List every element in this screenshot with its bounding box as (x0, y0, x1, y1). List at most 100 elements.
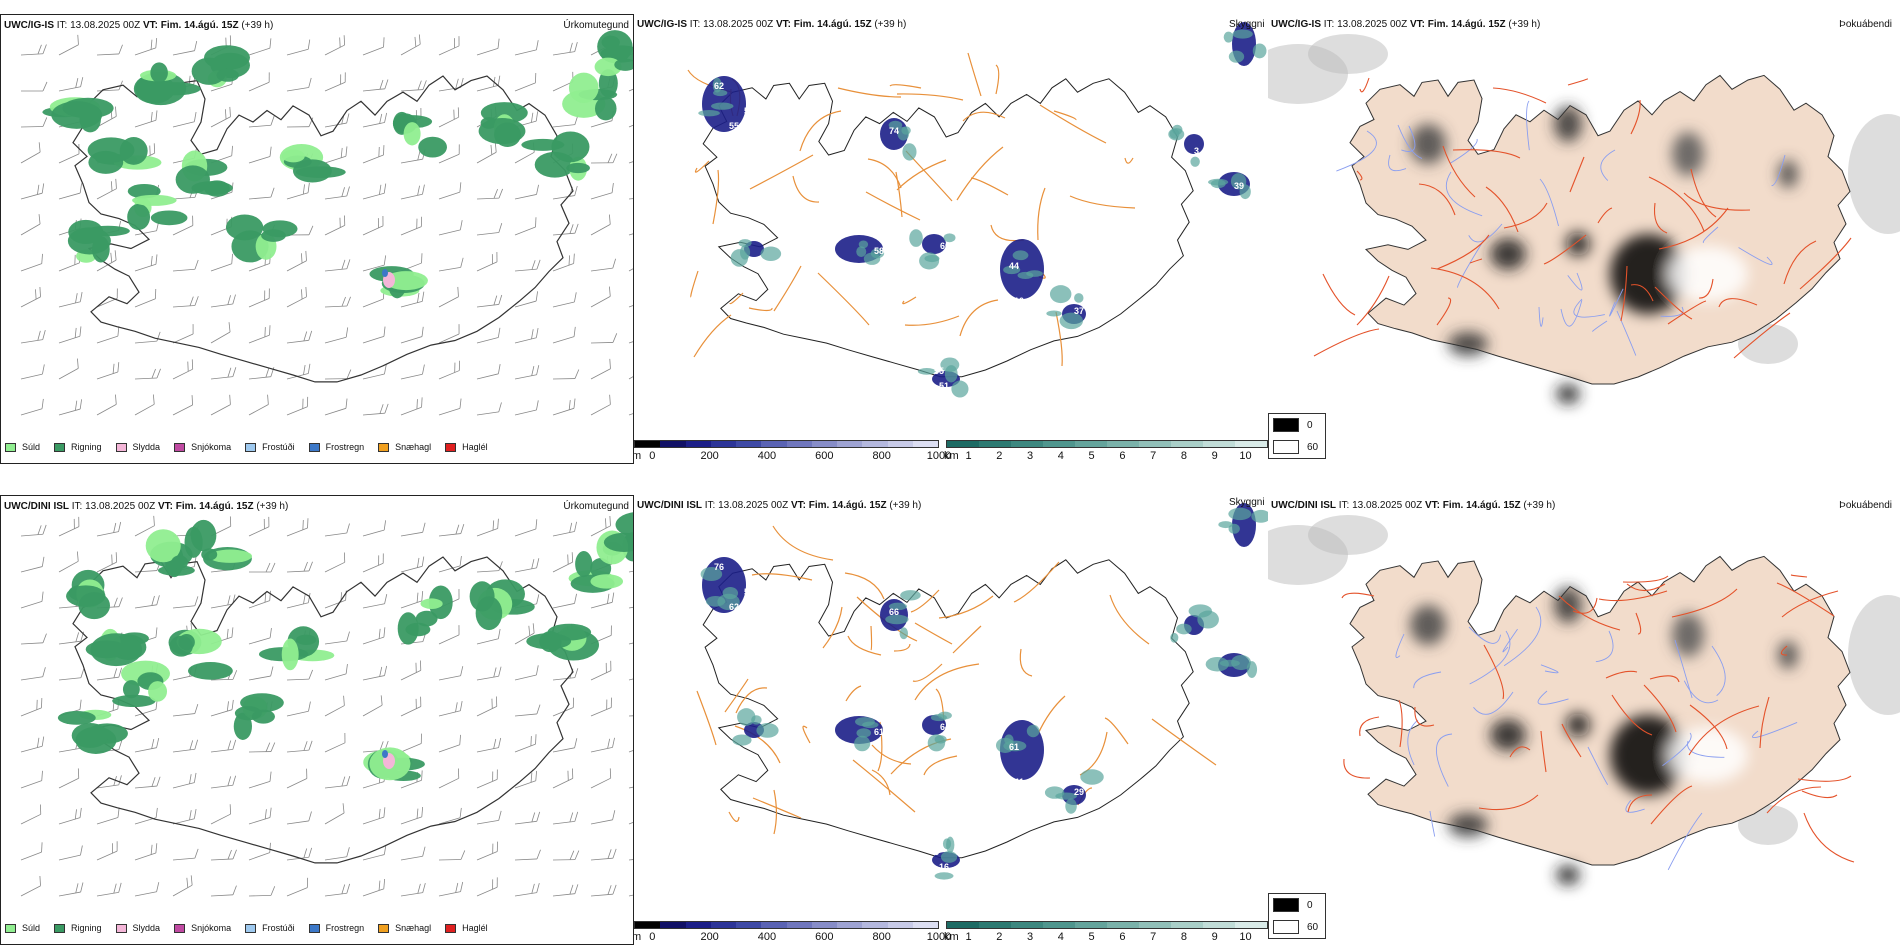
iceland-visibility-map: 76 62 50 66 61 41 64 61 41 29 165 (696, 503, 1268, 880)
colorbar-tick: 5 (1088, 450, 1095, 462)
wind-barb (438, 324, 460, 344)
fog-patch (1848, 114, 1900, 234)
wind-barb (248, 394, 269, 416)
wind-barb (400, 184, 425, 200)
vt-value: Fim. 14.ágú. 15Z (1427, 19, 1506, 30)
wind-barb (438, 182, 462, 200)
fog-legend: 0 60 (1268, 893, 1326, 939)
precip-area (384, 271, 428, 291)
road (845, 685, 862, 702)
visibility-area (700, 567, 723, 582)
visibility-area (942, 838, 952, 850)
precip-legend-item: Súld (5, 442, 40, 452)
wind-barb (96, 841, 118, 861)
visibility-area (1232, 29, 1253, 39)
road (1124, 157, 1134, 164)
precip-area (614, 58, 633, 71)
visibility-area (1059, 312, 1083, 330)
precip-legend-item: Súld (5, 923, 40, 933)
fog-areas (1410, 106, 1798, 404)
wind-barb (20, 556, 45, 573)
road (748, 307, 773, 312)
wind-barb (628, 567, 633, 573)
road (1733, 312, 1791, 359)
precip-legend-item: Rigning (54, 442, 102, 452)
wind-barb (552, 42, 578, 56)
wind-barb (362, 665, 388, 681)
wind-barb (438, 666, 464, 681)
wind-barb (248, 628, 272, 645)
visibility-value-label: 64 (940, 722, 950, 732)
road (1718, 298, 1758, 308)
wind-barb (552, 115, 579, 128)
legend-label: Snjókoma (191, 923, 232, 933)
wind-barb (438, 286, 459, 308)
fog-area (1778, 641, 1798, 669)
colorbar-tick: 400 (757, 931, 777, 943)
precip-area (187, 662, 233, 680)
visibility-area (1017, 271, 1034, 279)
wind-barb (210, 367, 237, 380)
road (799, 110, 842, 152)
precip-area (119, 137, 148, 165)
colorbar-segment (887, 922, 913, 928)
road (734, 725, 781, 764)
road (1653, 202, 1668, 234)
precip-type-map-dini: UWC/DINI ISL IT: 13.08.2025 00Z VT: Fim.… (0, 495, 634, 945)
it-value: 13.08.2025 00Z (70, 20, 141, 31)
colorbar-tick: 6 (1119, 450, 1126, 462)
wind-barb (362, 183, 387, 200)
road (752, 797, 802, 819)
wind-barb (476, 294, 503, 308)
wind-barb (552, 185, 578, 200)
precip-area (208, 549, 253, 563)
road (802, 725, 811, 744)
legend-label: Frostregn (325, 442, 365, 452)
vt-label: VT: (1409, 19, 1425, 30)
wind-barb (324, 664, 348, 681)
legend-label: Frostregn (325, 923, 365, 933)
colorbar-segment (1043, 922, 1075, 928)
wind-barb (400, 591, 424, 609)
legend-label: Snæhagl (395, 442, 432, 452)
visibility-area (1228, 50, 1245, 63)
road (1313, 328, 1380, 357)
fog-legend-swatch (1273, 440, 1299, 454)
river (1738, 247, 1773, 265)
visibility-value-label: 62 (714, 81, 724, 91)
road (1780, 645, 1788, 656)
precip-area (201, 548, 218, 561)
fog-area (1554, 106, 1582, 142)
wind-barb (134, 595, 160, 609)
wind-barb (590, 394, 611, 416)
precip-area (234, 706, 262, 721)
wind-barb (96, 288, 118, 308)
freezing-rain-area (382, 269, 388, 277)
road (970, 177, 1009, 196)
wind-barb (552, 768, 574, 789)
wind-barb (324, 847, 350, 861)
visibility-area (1190, 156, 1200, 167)
river (1526, 100, 1530, 151)
colorbar-segment (685, 441, 711, 447)
colorbar-segment (786, 922, 812, 928)
wind-barb (400, 397, 423, 416)
colorbar-segment (1139, 922, 1171, 928)
river (1502, 628, 1518, 653)
fog-index-map-dini: UWC/DINI ISL IT: 13.08.2025 00Z VT: Fim.… (1268, 495, 1900, 945)
wind-barb (286, 740, 313, 753)
legend-swatch (245, 923, 257, 933)
fog-area (1668, 727, 1748, 783)
wind-barb (248, 115, 275, 128)
visibility-area (751, 715, 762, 725)
rivers (1336, 100, 1786, 356)
wind-barb (552, 552, 574, 573)
road (773, 265, 802, 312)
road (896, 93, 964, 101)
road (1766, 786, 1822, 814)
visibility-area (934, 872, 954, 880)
precip-legend-item: Snæhagl (378, 442, 431, 452)
wind-barb (438, 524, 465, 537)
wind-barb (362, 520, 387, 537)
visibility-area (1170, 632, 1179, 643)
